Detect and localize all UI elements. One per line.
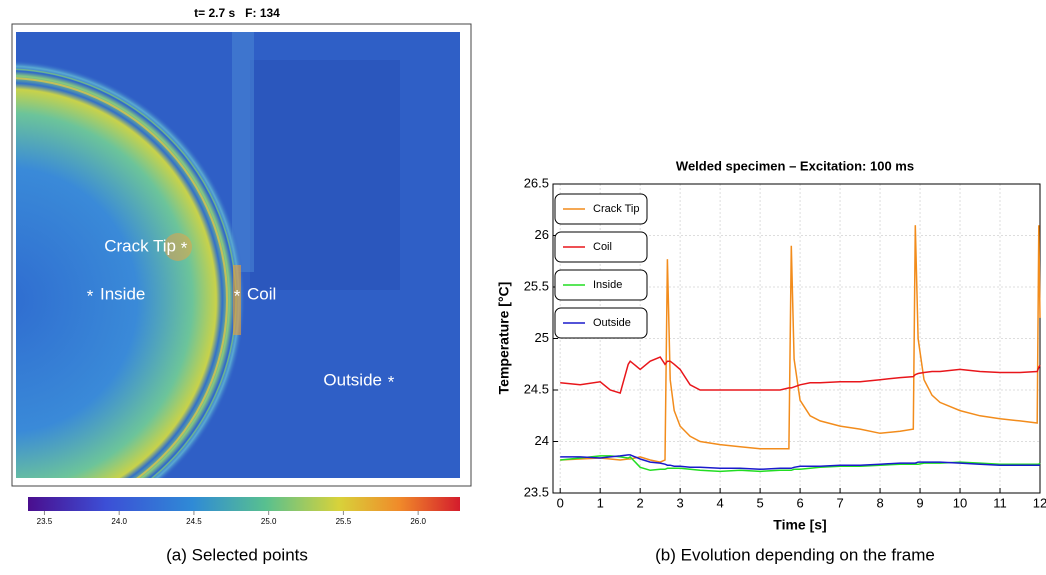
point-label: Coil <box>247 284 276 303</box>
y-tick-label: 26.5 <box>524 175 549 190</box>
x-tick-label: 4 <box>717 495 724 510</box>
colorbar-tick-label: 23.5 <box>37 517 53 526</box>
x-tick-label: 5 <box>756 495 763 510</box>
y-axis-label: Temperature [°C] <box>496 282 512 395</box>
series-line <box>560 454 1040 471</box>
series-line <box>560 356 1041 395</box>
colorbar <box>28 497 460 511</box>
point-star: * <box>181 238 188 257</box>
x-axis-label: Time [s] <box>773 517 826 533</box>
colorbar-tick-label: 25.5 <box>336 517 352 526</box>
x-tick-label: 3 <box>677 495 684 510</box>
thermal-image <box>16 32 460 478</box>
y-tick-label: 26 <box>535 227 549 242</box>
legend-label: Outside <box>593 317 631 329</box>
legend-label: Coil <box>593 241 612 253</box>
x-tick-label: 1 <box>597 495 604 510</box>
colorbar-tick-label: 24.0 <box>111 517 127 526</box>
x-tick-label: 10 <box>953 495 967 510</box>
x-tick-label: 7 <box>836 495 843 510</box>
point-star: * <box>234 286 241 305</box>
colorbar-tick-label: 24.5 <box>186 517 202 526</box>
x-tick-label: 11 <box>993 495 1007 510</box>
legend-box <box>554 193 648 225</box>
plot-frame <box>552 183 1041 494</box>
x-tick-label: 12 <box>1033 495 1046 510</box>
x-tick-label: 9 <box>916 495 923 510</box>
y-tick-label: 23.5 <box>524 484 549 499</box>
x-tick-label: 0 <box>557 495 564 510</box>
x-tick-label: 8 <box>876 495 883 510</box>
point-label: Crack Tip <box>104 236 176 255</box>
y-tick-label: 25.5 <box>524 278 549 293</box>
point-label: Inside <box>100 284 145 303</box>
colorbar-tick-label: 25.0 <box>261 517 277 526</box>
chart-title: Welded specimen – Excitation: 100 ms <box>676 158 914 173</box>
legend-box <box>554 269 648 301</box>
legend-box <box>554 231 648 263</box>
legend-label: Inside <box>593 279 622 291</box>
y-tick-label: 25 <box>535 330 549 345</box>
point-label: Outside <box>323 370 382 389</box>
caption: (a) Selected points <box>166 545 308 564</box>
image-title: t= 2.7 s F: 134 <box>194 6 280 20</box>
colorbar-tick-label: 26.0 <box>410 517 426 526</box>
y-tick-label: 24.5 <box>524 381 549 396</box>
point-star: * <box>87 286 94 305</box>
caption: (b) Evolution depending on the frame <box>655 545 935 564</box>
y-tick-label: 24 <box>535 433 549 448</box>
point-star: * <box>388 372 395 391</box>
legend-box <box>554 307 648 339</box>
series-line <box>560 455 1041 473</box>
x-tick-label: 2 <box>637 495 644 510</box>
x-tick-label: 6 <box>796 495 803 510</box>
legend-label: Crack Tip <box>593 203 639 215</box>
series-line <box>560 225 1041 463</box>
